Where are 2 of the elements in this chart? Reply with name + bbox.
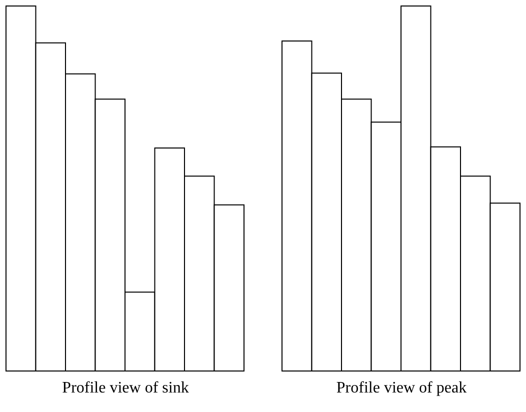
x-axis-title: Profile view of peak [336,380,467,396]
x-axis-title: Profile view of sink [62,380,189,396]
